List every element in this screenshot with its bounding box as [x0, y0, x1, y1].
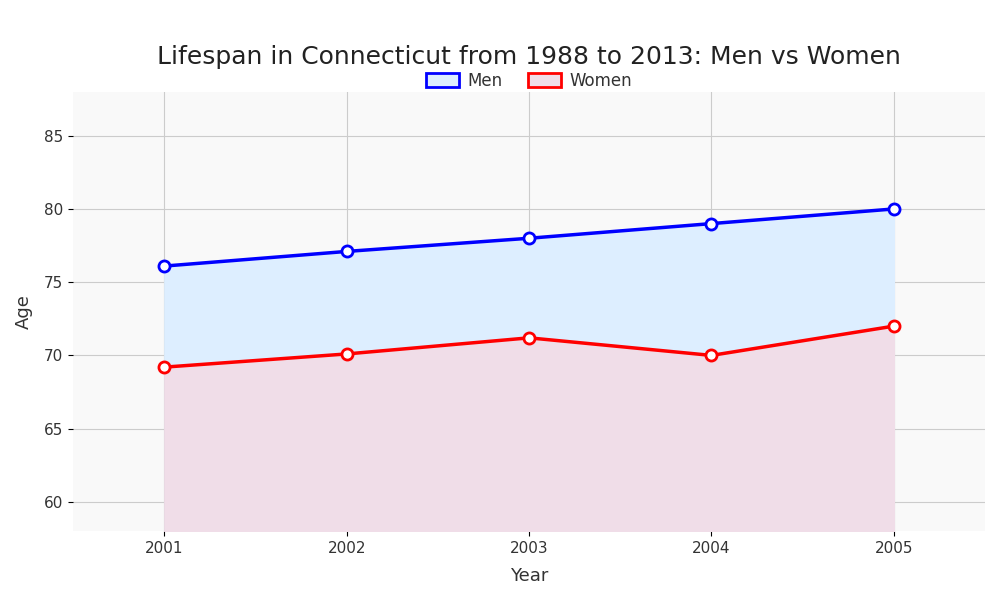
- X-axis label: Year: Year: [510, 567, 548, 585]
- Title: Lifespan in Connecticut from 1988 to 2013: Men vs Women: Lifespan in Connecticut from 1988 to 201…: [157, 45, 901, 69]
- Legend: Men, Women: Men, Women: [419, 65, 639, 96]
- Y-axis label: Age: Age: [15, 294, 33, 329]
